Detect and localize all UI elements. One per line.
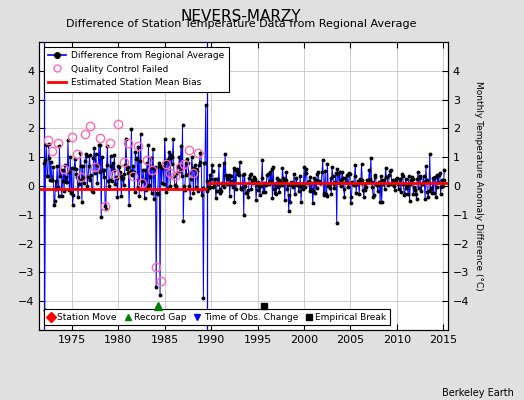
Y-axis label: Monthly Temperature Anomaly Difference (°C): Monthly Temperature Anomaly Difference (…	[474, 81, 483, 291]
Text: Difference of Station Temperature Data from Regional Average: Difference of Station Temperature Data f…	[66, 19, 416, 29]
Text: Berkeley Earth: Berkeley Earth	[442, 388, 514, 398]
Text: NEVERS-MARZY: NEVERS-MARZY	[181, 9, 301, 24]
Legend: Station Move, Record Gap, Time of Obs. Change, Empirical Break: Station Move, Record Gap, Time of Obs. C…	[44, 309, 390, 326]
